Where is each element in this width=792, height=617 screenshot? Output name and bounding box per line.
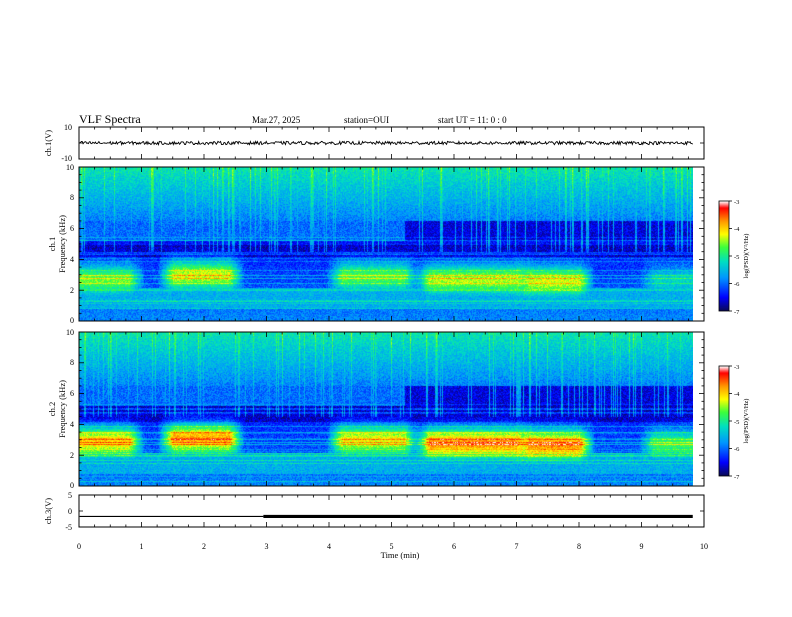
ch1-unfilled-area: [693, 167, 704, 321]
axis-ticks: [78, 126, 732, 528]
cb2-tick-label: -3: [734, 364, 739, 371]
spec2-ytick-label: 2: [70, 451, 74, 460]
xtick-label: 7: [515, 542, 519, 551]
xtick-label: 4: [327, 542, 331, 551]
xtick-label: 3: [265, 542, 269, 551]
spec2-ytick-label: 10: [66, 328, 74, 337]
cb1-tick-label: -5: [734, 254, 739, 261]
ch3-ytick-label: -5: [65, 523, 72, 532]
xtick-label: 9: [640, 542, 644, 551]
date-label: Mar.27, 2025: [252, 115, 301, 125]
figure-title: VLF Spectra: [79, 112, 141, 126]
ch2-colorbar: [719, 366, 729, 476]
ch1-ytick-label: -10: [61, 154, 72, 163]
start-time-label: start UT = 11: 0 : 0: [438, 115, 507, 125]
ch2-frequency-label: ch.2Frequency (kHz): [47, 380, 67, 438]
ch1-waveform-trace: [79, 139, 694, 146]
cb1-tick-label: -3: [734, 199, 739, 206]
spec1-ytick-label: 2: [70, 286, 74, 295]
cb2-tick-label: -5: [734, 419, 739, 426]
spec1-ytick-label: 6: [70, 224, 74, 233]
spec2-ytick-label: 4: [70, 420, 74, 429]
ch1-colorbar: [719, 201, 729, 311]
spec2-ytick-label: 6: [70, 389, 74, 398]
station-label: station=OUI: [344, 115, 389, 125]
ch3-waveform-label: ch.3(V): [43, 498, 53, 524]
spec2-ytick-label: 8: [70, 358, 74, 367]
ch2-spectrogram: [79, 332, 693, 486]
cb2-tick-label: -6: [734, 446, 740, 453]
ch2-unfilled-area: [693, 332, 704, 486]
cb2-tick-label: -4: [734, 391, 740, 398]
ch1-spectrogram: [79, 167, 693, 321]
cb2-tick-label: -7: [734, 474, 740, 481]
cb1-tick-label: -4: [734, 226, 740, 233]
cb1-label: log(PSD)(V²/Hz): [743, 234, 750, 279]
spec1-ytick-label: 8: [70, 193, 74, 202]
xtick-label: 6: [452, 542, 456, 551]
xtick-label: 5: [390, 542, 394, 551]
ch1-waveform-label: ch.1(V): [43, 130, 53, 156]
spec2-ytick-label: 0: [70, 481, 74, 490]
xtick-label: 0: [77, 542, 81, 551]
ch3-ytick-label: 5: [68, 491, 72, 500]
ch1-frequency-label: ch.1Frequency (kHz): [47, 215, 67, 273]
ch3-ytick-label: 0: [68, 507, 72, 516]
spec1-ytick-label: 4: [70, 255, 74, 264]
ch1-ytick-label: 10: [64, 123, 72, 132]
cb2-label: log(PSD)(V²/Hz): [743, 399, 750, 444]
xtick-label: 1: [140, 542, 144, 551]
xtick-label: 2: [202, 542, 206, 551]
xtick-label: 8: [577, 542, 581, 551]
cb1-tick-label: -7: [734, 309, 740, 316]
spec1-ytick-label: 10: [66, 163, 74, 172]
cb1-tick-label: -6: [734, 281, 740, 288]
xtick-label: 10: [700, 542, 708, 551]
spec1-ytick-label: 0: [70, 316, 74, 325]
x-axis-label: Time (min): [381, 550, 420, 560]
